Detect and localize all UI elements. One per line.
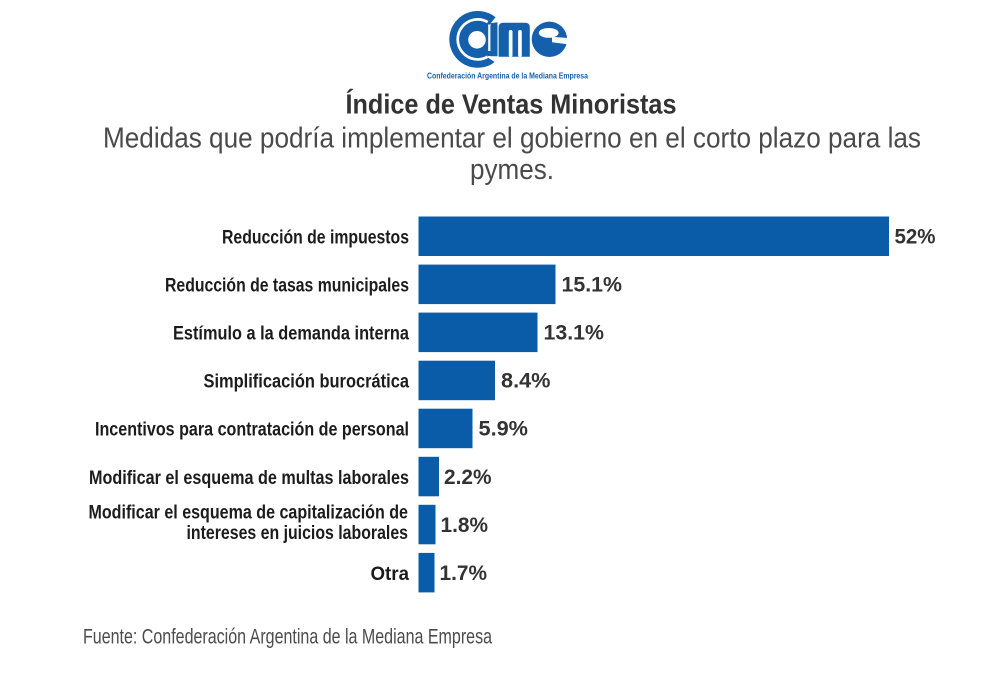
- svg-text:1.8%: 1.8%: [441, 514, 489, 537]
- svg-text:15.1%: 15.1%: [562, 274, 623, 297]
- svg-text:intereses en juicios laborales: intereses en juicios laborales: [187, 523, 409, 544]
- svg-text:52%: 52%: [895, 226, 936, 249]
- svg-text:Modificar el esquema de capita: Modificar el esquema de capitalización d…: [89, 503, 409, 524]
- svg-text:Simplificación burocrática: Simplificación burocrática: [204, 372, 410, 393]
- svg-text:pymes.: pymes.: [470, 154, 554, 186]
- svg-text:2.2%: 2.2%: [444, 466, 492, 489]
- svg-text:5.9%: 5.9%: [479, 418, 529, 441]
- svg-text:13.1%: 13.1%: [544, 322, 605, 345]
- svg-text:8.4%: 8.4%: [501, 370, 551, 393]
- svg-text:Confederación Argentina de la: Confederación Argentina de la Mediana Em…: [427, 72, 588, 81]
- svg-text:Otra: Otra: [371, 564, 410, 585]
- svg-text:Estímulo a la demanda interna: Estímulo a la demanda interna: [173, 324, 409, 345]
- svg-text:Índice de Ventas Minoristas: Índice de Ventas Minoristas: [346, 88, 677, 119]
- svg-text:Reducción de impuestos: Reducción de impuestos: [222, 228, 409, 249]
- svg-text:1.7%: 1.7%: [440, 562, 488, 585]
- svg-text:Incentivos para contratación d: Incentivos para contratación de personal: [95, 420, 409, 441]
- svg-text:Reducción de tasas municipales: Reducción de tasas municipales: [165, 276, 409, 297]
- svg-text:Medidas que podría implementar: Medidas que podría implementar el gobier…: [103, 123, 921, 155]
- svg-text:Modificar el esquema de multas: Modificar el esquema de multas laborales: [89, 468, 409, 489]
- svg-text:Fuente: Confederación Argentin: Fuente: Confederación Argentina de la Me…: [83, 626, 492, 649]
